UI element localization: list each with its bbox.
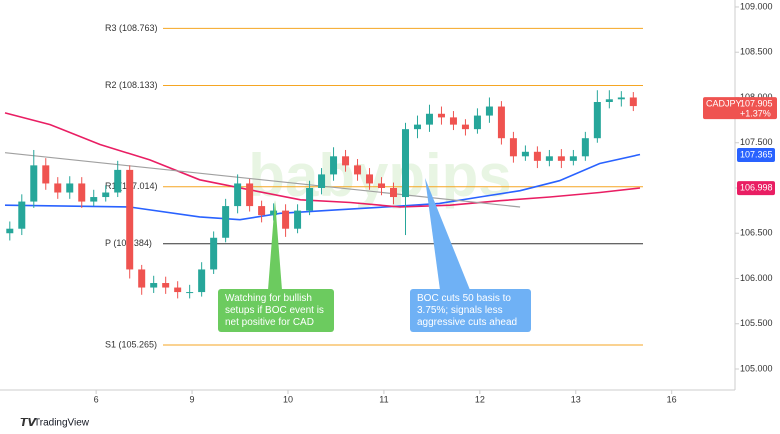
price-tag — [703, 97, 777, 120]
level-label: S1 (105.265) — [105, 339, 157, 349]
candle-body — [126, 169, 134, 270]
candle-body — [306, 187, 314, 211]
candle-body — [186, 292, 194, 294]
candle-body — [354, 165, 362, 175]
candle-body — [366, 174, 374, 184]
candle-body — [174, 287, 182, 293]
candle-body — [270, 210, 278, 216]
level-label: R3 (108.763) — [105, 23, 158, 33]
candle-body — [593, 102, 601, 139]
change-label: +1.37% — [740, 108, 771, 118]
candle-body — [78, 183, 86, 202]
line-series — [4, 153, 641, 221]
candle-body — [509, 138, 517, 157]
candle-body — [449, 117, 457, 125]
annotation-pointer — [425, 178, 470, 290]
candle-body — [545, 156, 553, 161]
candle-body — [390, 187, 398, 198]
candle-body — [342, 156, 350, 166]
branding: TradingView — [34, 418, 90, 429]
candle-body — [54, 183, 62, 193]
price-label: 107.905 — [740, 98, 773, 108]
candle-body — [461, 124, 469, 130]
candle-body — [162, 283, 170, 288]
logo: 𝙏𝙑 — [20, 417, 38, 429]
y-tick-label: 106.500 — [740, 228, 773, 238]
line-series — [4, 152, 521, 208]
candle-body — [401, 129, 409, 198]
candle-body — [258, 206, 266, 216]
y-tick-label: 108.000 — [740, 92, 773, 102]
candle-body — [318, 174, 326, 188]
line-series — [4, 112, 641, 208]
price-tag — [737, 181, 775, 196]
price-tag — [737, 147, 775, 162]
candle-body — [114, 169, 122, 193]
candle-body — [569, 156, 577, 161]
candle-body — [533, 151, 541, 161]
annotation: BOC cuts 50 basis to 3.75%; signals less… — [410, 289, 531, 332]
x-tick-label: 6 — [94, 394, 99, 404]
x-tick-label: 10 — [283, 394, 293, 404]
x-tick-label: 9 — [190, 394, 195, 404]
candle-body — [629, 97, 637, 107]
annotation-pointer — [268, 200, 282, 290]
annotation: Watching for bullish setups if BOC event… — [218, 289, 334, 332]
candle-body — [234, 183, 242, 207]
candle-body — [581, 138, 589, 157]
symbol-label: CADJPY — [706, 98, 742, 108]
y-tick-label: 109.000 — [740, 1, 773, 11]
candle-body — [282, 210, 290, 229]
x-tick-label: 11 — [379, 394, 388, 404]
price-label: 106.998 — [740, 183, 773, 193]
candle-body — [521, 151, 529, 157]
candle-body — [102, 192, 110, 198]
candle-body — [150, 283, 158, 288]
candle-body — [246, 183, 254, 207]
candle-body — [485, 106, 493, 116]
candle-body — [617, 97, 625, 100]
candle-body — [30, 165, 38, 202]
candle-body — [90, 197, 98, 202]
y-tick-label: 108.500 — [740, 47, 773, 57]
candle-body — [294, 210, 302, 229]
candle-body — [210, 237, 218, 270]
x-tick-label: 13 — [571, 394, 581, 404]
y-tick-label: 106.000 — [740, 273, 773, 283]
candle-body — [138, 269, 146, 288]
x-tick-label: 16 — [667, 394, 677, 404]
candle-body — [605, 99, 613, 103]
candle-body — [378, 183, 386, 188]
price-label: 107.365 — [740, 149, 773, 159]
candle-body — [66, 183, 74, 193]
candle-body — [437, 113, 445, 118]
x-tick-label: 12 — [475, 394, 485, 404]
candle-body — [222, 206, 230, 238]
candle-body — [413, 124, 421, 130]
candle-body — [473, 115, 481, 130]
candle-body — [198, 269, 206, 293]
candle-body — [557, 156, 565, 161]
y-tick-label: 107.500 — [740, 137, 773, 147]
y-tick-label: 105.500 — [740, 318, 773, 328]
candle-body — [330, 156, 338, 175]
candle-body — [6, 228, 14, 234]
candle-body — [425, 113, 433, 125]
candle-body — [42, 165, 50, 184]
candle-body — [497, 106, 505, 139]
y-tick-label: 105.000 — [740, 363, 773, 373]
level-label: R2 (108.133) — [105, 80, 158, 90]
candle-body — [18, 201, 26, 229]
